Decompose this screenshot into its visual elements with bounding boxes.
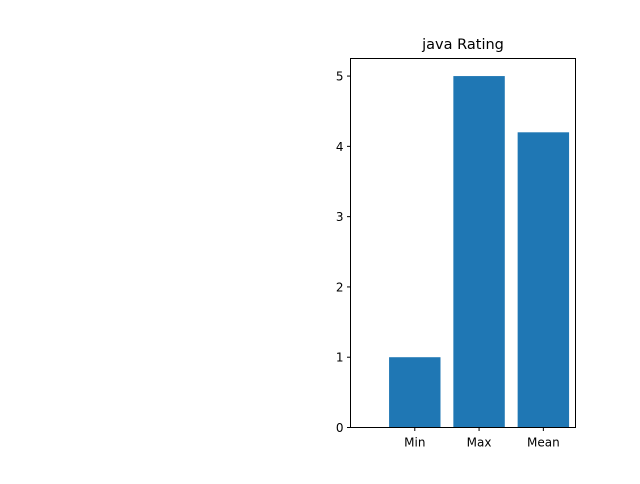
y-tick-label: 3 bbox=[336, 210, 344, 224]
chart-title: java Rating bbox=[421, 37, 504, 53]
plot-frame bbox=[350, 58, 576, 428]
y-tick-label: 4 bbox=[336, 140, 344, 154]
bar-min bbox=[389, 357, 441, 428]
y-tick-label: 2 bbox=[336, 280, 344, 294]
x-tick-label: Max bbox=[467, 436, 492, 450]
bar-max bbox=[453, 76, 505, 428]
y-axis: 0 1 2 3 4 5 bbox=[336, 70, 351, 435]
x-tick-label: Min bbox=[404, 436, 425, 450]
x-axis: Min Max Mean bbox=[404, 427, 560, 450]
y-tick-label: 5 bbox=[336, 70, 344, 84]
y-tick-label: 1 bbox=[336, 351, 344, 365]
bars bbox=[389, 76, 570, 428]
x-tick-label: Mean bbox=[527, 436, 560, 450]
bar-mean bbox=[517, 132, 570, 428]
y-tick-label: 0 bbox=[336, 421, 344, 435]
